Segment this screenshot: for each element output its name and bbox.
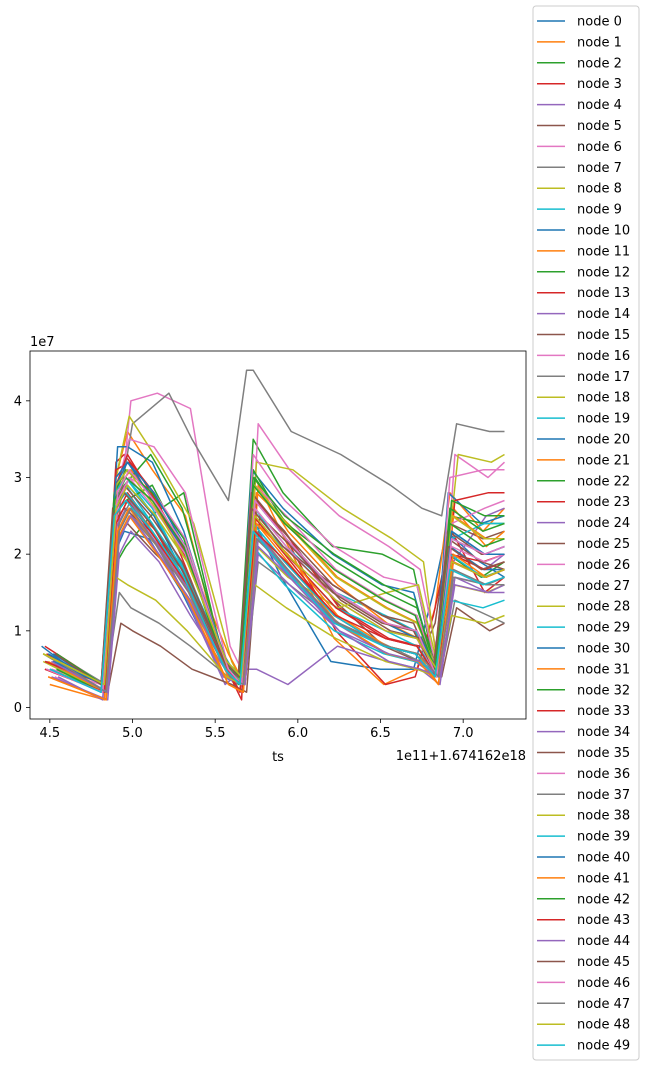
legend-label: node 32 <box>577 683 630 698</box>
legend-label: node 31 <box>577 662 630 677</box>
legend-label: node 17 <box>577 370 630 385</box>
x-tick-label: 7.0 <box>453 726 474 741</box>
legend-label: node 24 <box>577 516 630 531</box>
legend-label: node 34 <box>577 725 630 740</box>
y-tick-label: 3 <box>14 471 22 486</box>
legend-label: node 4 <box>577 98 622 113</box>
legend-label: node 48 <box>577 1018 630 1033</box>
legend-label: node 7 <box>577 161 622 176</box>
legend-label: node 47 <box>577 997 630 1012</box>
y-axis: 0 1 2 3 4 <box>14 394 30 716</box>
legend-label: node 28 <box>577 600 630 615</box>
series-line-node-47 <box>57 507 505 693</box>
legend-label: node 38 <box>577 809 630 824</box>
legend-label: node 3 <box>577 77 622 92</box>
legend-label: node 22 <box>577 474 630 489</box>
legend-label: node 33 <box>577 704 630 719</box>
legend-label: node 6 <box>577 140 622 155</box>
legend-label: node 39 <box>577 830 630 845</box>
legend-label: node 46 <box>577 976 630 991</box>
legend-label: node 8 <box>577 182 622 197</box>
legend-label: node 2 <box>577 56 622 71</box>
legend-label: node 0 <box>577 15 622 30</box>
legend-label: node 49 <box>577 1039 630 1054</box>
series-lines <box>41 369 506 701</box>
x-tick-label: 6.0 <box>287 726 308 741</box>
legend-label: node 37 <box>577 788 630 803</box>
legend-label: node 42 <box>577 892 630 907</box>
legend-label: node 27 <box>577 579 630 594</box>
y-tick-label: 4 <box>14 394 22 409</box>
legend-label: node 25 <box>577 537 630 552</box>
legend-label: node 10 <box>577 224 630 239</box>
legend-label: node 14 <box>577 307 630 322</box>
plot-frame <box>29 350 527 720</box>
x-axis: 4.5 5.0 5.5 6.0 6.5 7.0 <box>39 719 474 741</box>
legend-label: node 35 <box>577 746 630 761</box>
legend-label: node 23 <box>577 495 630 510</box>
legend-label: node 29 <box>577 621 630 636</box>
legend-label: node 26 <box>577 558 630 573</box>
y-offset-label: 1e7 <box>30 335 55 350</box>
legend-label: node 12 <box>577 265 630 280</box>
x-axis-label: ts <box>272 750 284 765</box>
legend-label: node 13 <box>577 286 630 301</box>
legend-label: node 30 <box>577 642 630 657</box>
x-tick-label: 5.5 <box>205 726 226 741</box>
legend-label: node 44 <box>577 934 630 949</box>
legend-label: node 9 <box>577 203 622 218</box>
y-tick-label: 2 <box>14 548 22 563</box>
legend-label: node 16 <box>577 349 630 364</box>
legend-label: node 40 <box>577 851 630 866</box>
series-line-node-44 <box>51 515 505 693</box>
legend: node 0 node 1 node 2 node 3 node 4 node 5 node… <box>532 5 640 1061</box>
legend-label: node 36 <box>577 767 630 782</box>
legend-label: node 1 <box>577 35 622 50</box>
legend-label: node 11 <box>577 244 630 259</box>
legend-label: node 45 <box>577 955 630 970</box>
x-tick-label: 4.5 <box>39 726 60 741</box>
y-tick-label: 0 <box>14 701 22 716</box>
series-line-node-49 <box>49 499 505 693</box>
x-tick-label: 6.5 <box>370 726 391 741</box>
legend-label: node 20 <box>577 433 630 448</box>
legend-label: node 18 <box>577 391 630 406</box>
legend-label: node 15 <box>577 328 630 343</box>
y-tick-label: 1 <box>14 624 22 639</box>
legend-box <box>532 5 640 1061</box>
legend-label: node 41 <box>577 871 630 886</box>
x-offset-label: 1e11+1.674162e18 <box>396 749 526 764</box>
legend-label: node 5 <box>577 119 622 134</box>
x-tick-label: 5.0 <box>122 726 143 741</box>
legend-label: node 19 <box>577 412 630 427</box>
legend-label: node 43 <box>577 913 630 928</box>
legend-label: node 21 <box>577 453 630 468</box>
